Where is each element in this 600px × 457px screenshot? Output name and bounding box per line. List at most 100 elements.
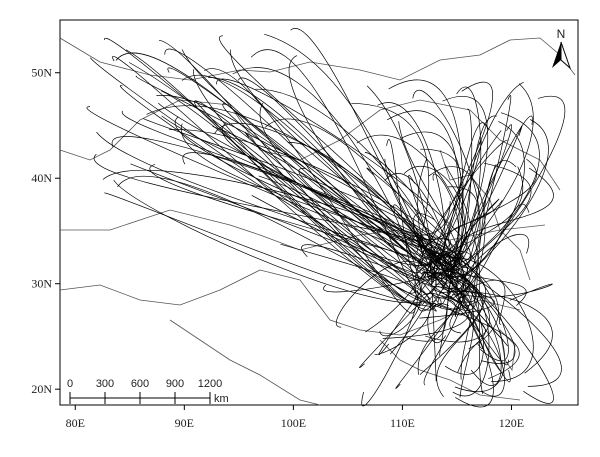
trajectory (414, 139, 508, 304)
north-arrow-left (552, 42, 561, 68)
trajectory (125, 49, 437, 311)
y-tick-label: 50N (31, 66, 52, 80)
trajectory (437, 283, 553, 301)
north-label: N (557, 27, 566, 41)
trajectory (119, 85, 421, 273)
trajectory (393, 204, 460, 272)
trajectory (102, 169, 464, 260)
trajectory (93, 153, 438, 257)
x-tick-label: 90E (175, 416, 194, 430)
north-arrow-right (560, 41, 572, 70)
boundary (379, 339, 521, 401)
x-tick-label: 80E (66, 416, 85, 430)
trajectory (415, 292, 509, 366)
trajectory (112, 56, 418, 305)
trajectory (455, 280, 506, 325)
trajectory (382, 298, 470, 339)
trajectory (377, 102, 446, 260)
trajectory (432, 302, 520, 380)
trajectory (450, 119, 549, 284)
trajectory (445, 124, 512, 266)
scale-bar: 0 300 600 900 1200 km (67, 378, 229, 405)
trajectory (403, 166, 465, 255)
trajectory (244, 131, 436, 303)
trajectory (194, 100, 416, 288)
trajectory (115, 52, 436, 271)
trajectory (143, 118, 446, 264)
scale-label: 0 (67, 378, 73, 390)
trajectory (444, 251, 478, 380)
trajectory (386, 139, 420, 289)
trajectory (208, 77, 433, 265)
trajectory (348, 207, 455, 267)
trajectory (219, 35, 447, 288)
boundaries (59, 37, 576, 406)
trajectory (113, 179, 434, 304)
trajectory (412, 234, 451, 255)
trajectory (104, 37, 435, 285)
trajectory (444, 115, 497, 281)
trajectory (436, 275, 484, 398)
trajectory (298, 168, 446, 283)
trajectories (86, 28, 566, 408)
y-tick-label: 40N (31, 171, 52, 185)
trajectory (280, 243, 431, 300)
trajectory (408, 174, 444, 269)
trajectory (438, 291, 553, 374)
trajectory (448, 200, 503, 262)
trajectory (444, 164, 481, 312)
scale-label: 1200 (198, 378, 222, 390)
trajectory (216, 78, 471, 262)
trajectory (462, 162, 532, 269)
trajectory (167, 67, 428, 261)
x-tick-label: 100E (281, 416, 306, 430)
trajectory (204, 68, 416, 314)
scale-label: 300 (96, 378, 114, 390)
trajectory (361, 289, 419, 407)
trajectory (418, 158, 537, 251)
trajectory (104, 192, 442, 307)
scale-label: 600 (131, 378, 149, 390)
boundary (169, 319, 321, 406)
trajectory (435, 250, 452, 356)
x-tick-label: 120E (499, 416, 524, 430)
trajectory (122, 110, 458, 282)
scale-unit: km (214, 393, 229, 405)
trajectory (156, 95, 461, 295)
trajectory (379, 275, 422, 337)
boundary (59, 269, 521, 336)
trajectory (193, 69, 416, 294)
map-frame (59, 19, 579, 406)
trajectory (419, 285, 495, 319)
y-tick-label: 30N (31, 277, 52, 291)
trajectory (130, 163, 418, 278)
trajectory (366, 85, 437, 292)
scale-label: 900 (166, 378, 184, 390)
trajectory (259, 102, 459, 303)
y-tick-label: 20N (31, 382, 52, 396)
trajectory (417, 96, 489, 312)
trajectory (117, 175, 451, 310)
trajectory (419, 260, 486, 375)
north-arrow: N (552, 27, 572, 70)
trajectory (442, 250, 511, 382)
x-tick-label: 110E (390, 416, 415, 430)
trajectory (454, 164, 496, 317)
boundary (59, 37, 576, 81)
trajectory (129, 62, 437, 312)
trajectory (390, 302, 436, 355)
island (499, 328, 516, 372)
trajectory (359, 255, 464, 368)
trajectory (222, 103, 439, 303)
trajectory (182, 152, 470, 299)
trajectory (181, 74, 448, 288)
trajectory (417, 296, 456, 375)
axis-ticks: 80E 90E 100E 110E 120E 20N 30N 40N 50N (31, 66, 524, 430)
trajectory (461, 95, 512, 309)
trajectory (423, 263, 465, 386)
trajectory (457, 302, 486, 373)
trajectory (251, 194, 440, 266)
trajectory (432, 275, 484, 395)
